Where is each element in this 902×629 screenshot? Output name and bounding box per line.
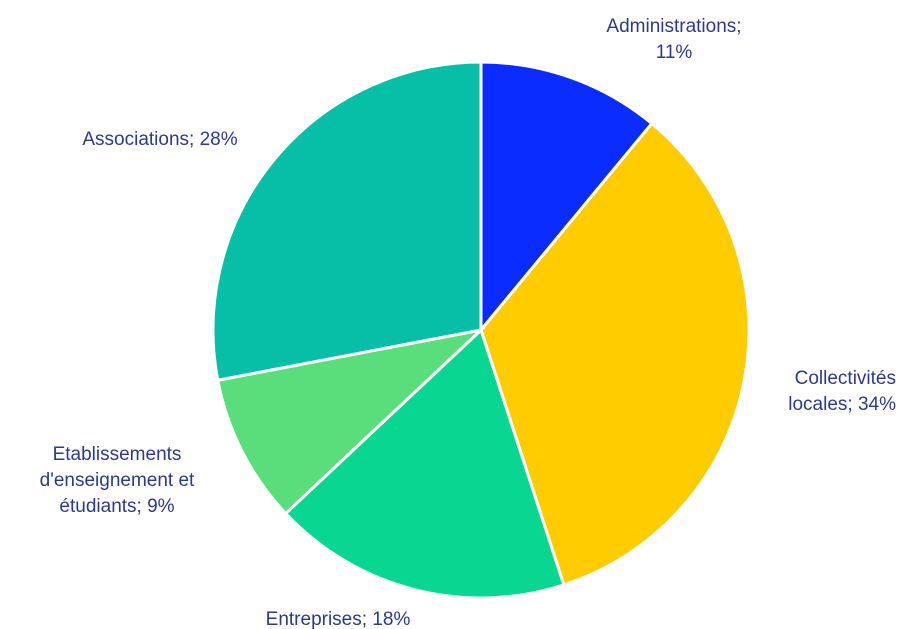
pie-label-administrations: Administrations; 11% bbox=[606, 16, 741, 63]
pie-labels: Administrations; 11% Collectivités locales;… bbox=[40, 16, 896, 629]
pie-slice-associations bbox=[211, 60, 483, 382]
pie-label-etablissements-d-enseignement-et-etudiants: Etablissements d'enseignement et étudiants… bbox=[40, 444, 195, 517]
pie-label-collectivites-locales: Collectivités locales; 34% bbox=[788, 368, 896, 415]
pie-label-entreprises: Entreprises; 18% bbox=[266, 609, 411, 629]
pie-slices bbox=[211, 60, 751, 600]
pie-slice-collectivites-locales bbox=[479, 121, 751, 587]
pie-slice-administrations bbox=[479, 60, 654, 335]
pie-slice-etablissements-d-enseignement-et-etudiants bbox=[215, 327, 486, 516]
pie-label-associations: Associations; 28% bbox=[82, 129, 237, 150]
pie-slice-entreprises bbox=[283, 327, 566, 600]
